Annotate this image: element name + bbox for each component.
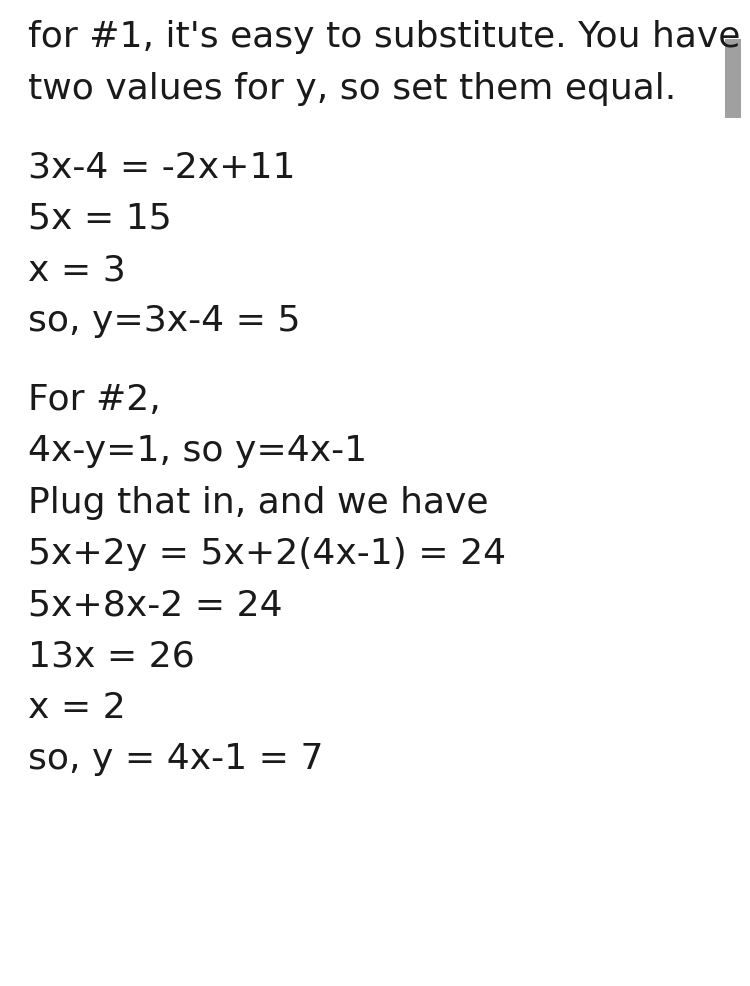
Text: 5x+8x-2 = 24: 5x+8x-2 = 24 — [28, 589, 284, 622]
Text: 3x-4 = -2x+11: 3x-4 = -2x+11 — [28, 151, 296, 184]
Text: 4x-y=1, so y=4x-1: 4x-y=1, so y=4x-1 — [28, 435, 368, 468]
Text: x = 2: x = 2 — [28, 691, 126, 725]
Text: 5x+2y = 5x+2(4x-1) = 24: 5x+2y = 5x+2(4x-1) = 24 — [28, 537, 507, 571]
Text: 5x = 15: 5x = 15 — [28, 202, 172, 236]
Text: so, y=3x-4 = 5: so, y=3x-4 = 5 — [28, 305, 301, 338]
Text: x = 3: x = 3 — [28, 253, 126, 287]
Text: 13x = 26: 13x = 26 — [28, 640, 195, 673]
Text: Plug that in, and we have: Plug that in, and we have — [28, 486, 489, 520]
Text: for #1, it's easy to substitute. You have: for #1, it's easy to substitute. You hav… — [28, 21, 741, 54]
Text: two values for y, so set them equal.: two values for y, so set them equal. — [28, 72, 676, 106]
Text: so, y = 4x-1 = 7: so, y = 4x-1 = 7 — [28, 742, 324, 776]
Text: For #2,: For #2, — [28, 384, 161, 417]
